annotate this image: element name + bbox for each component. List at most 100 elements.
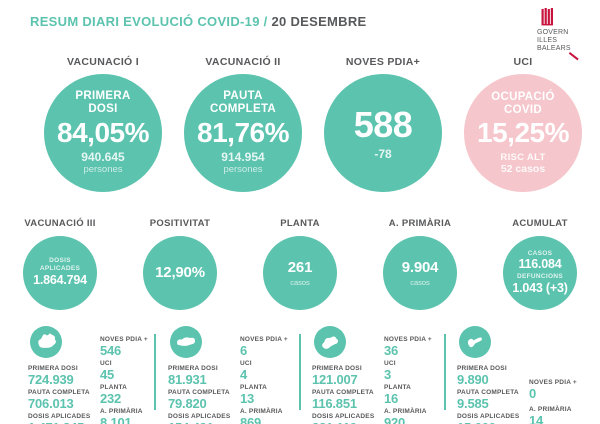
defuncions-value: 1.043 (+3) [512,280,568,295]
kpi-planta: PLANTA 261 casos [240,218,360,310]
kpi-value: 261 [287,258,313,276]
kpi-sub-label: casos [410,278,430,288]
govern-illes-balears-logo: GOVERN ILLES BALEARS [537,8,592,61]
kpi-a-primaria: A. PRIMÀRIA 9.904 casos [360,218,480,310]
stat: PRIMERA DOSI 724.939 [28,365,78,388]
stat: PRIMERA DOSI 81.931 [168,365,218,388]
kpi-acumulat: ACUMULAT CASOS 116.084 DEFUNCIONS 1.043 … [480,218,600,310]
kpi-value: 84,05% [57,116,149,148]
stat: PLANTA 13 [240,384,268,407]
kpi-row-secondary: VACUNACIÓ III DOSIS APLICADES 1.864.794 … [0,218,600,310]
stat: PLANTA 232 [100,384,128,407]
kpi-label: OCUPACIÓ COVID [491,91,555,116]
stat: PAUTA COMPLETA 116.851 [312,389,374,412]
island-section-mallorca: PRIMERA DOSI 724.939 PAUTA COMPLETA 706.01… [28,324,154,424]
kpi-header: POSITIVITAT [149,218,211,229]
stat: NOVES PDIA +6 [240,336,288,359]
kpi-sub-label: persones [223,164,263,176]
stat: PAUTA COMPLETA 706.013 [28,389,90,412]
kpi-value: 9.904 [401,258,439,276]
report-date: 20 DESEMBRE [271,14,367,29]
stat: NOVES PDIA +0 [529,379,577,402]
risc-label: RISC ALT [500,151,546,163]
kpi-header: VACUNACIÓ III [24,218,96,229]
kpi-header: VACUNACIÓ II [205,56,281,68]
kpi-sub-value: 914.954 [221,149,265,164]
kpi-header: UCI [513,56,533,68]
kpi-noves-pdia: NOVES PDIA+ 588 -78 [313,56,453,192]
divider [299,334,301,410]
a-primaria-circle: 9.904 casos [383,236,457,310]
kpi-row-main: VACUNACIÓ I PRIMERA DOSI 84,05% 940.645 … [33,56,593,192]
kpi-vacunacio-2: VACUNACIÓ II PAUTA COMPLETA 81,76% 914.9… [173,56,313,192]
vacunacio-2-circle: PAUTA COMPLETA 81,76% 914.954 persones [184,74,302,192]
island-section-eivissa: PRIMERA DOSI 121.007 PAUTA COMPLETA 116.85… [312,324,440,424]
stat: UCI 4 [240,360,252,383]
kpi-value: 15,25% [477,117,569,149]
kpi-label: PAUTA COMPLETA [209,90,277,115]
kpi-header: PLANTA [280,218,320,229]
uci-casos: 52 casos [500,162,546,175]
kpi-value: 81,76% [197,116,289,148]
casos-value: 116.084 [518,257,562,272]
stat: PAUTA COMPLETA 9.585 [457,389,519,412]
divider [444,334,446,410]
stat: PLANTA 16 [384,384,412,407]
island-section-formentera: PRIMERA DOSI 9.890 PAUTA COMPLETA 9.585 DO… [457,324,590,424]
logo-text: GOVERN ILLES BALEARS [537,29,592,61]
header: RESUM DIARI EVOLUCIÓ COVID-19 / 20 DESEM… [30,14,367,29]
uci-circle: OCUPACIÓ COVID 15,25% RISC ALT 52 casos [464,74,582,192]
kpi-delta: -78 [374,147,392,162]
planta-circle: 261 casos [263,236,337,310]
kpi-header: A. PRIMÀRIA [388,218,452,229]
logo-line-balears: BALEARS [537,45,571,52]
kpi-vacunacio-1: VACUNACIÓ I PRIMERA DOSI 84,05% 940.645 … [33,56,173,192]
logo-line-govern: GOVERN [537,29,569,36]
defuncions-label: DEFUNCIONS [517,273,563,280]
kpi-sub-label: persones [83,164,123,176]
mallorca-icon [30,326,62,358]
stat: A. PRIMÀRIA 869 [240,408,283,424]
kpi-header: ACUMULAT [512,218,568,229]
stat: NOVES PDIA +36 [384,336,432,359]
coat-of-arms-icon [541,8,553,26]
noves-pdia-circle: 588 -78 [324,74,442,192]
kpi-vacunacio-3: VACUNACIÓ III DOSIS APLICADES 1.864.794 [0,218,120,310]
stat: A. PRIMÀRIA 14 [529,406,572,424]
logo-line-illes: ILLES [537,37,558,44]
acumulat-circle: CASOS 116.084 DEFUNCIONS 1.043 (+3) [503,236,577,310]
stat: DOSIS APLICADES15.666 [457,413,520,424]
casos-label: CASOS [527,249,553,257]
kpi-label: DOSIS APLICADES [39,257,81,273]
kpi-value: 1.864.794 [33,272,87,287]
divider [154,334,156,410]
kpi-uci: UCI OCUPACIÓ COVID 15,25% RISC ALT 52 ca… [453,56,593,192]
kpi-header: VACUNACIÓ I [67,56,139,68]
island-section-menorca: PRIMERA DOSI 81.931 PAUTA COMPLETA 79.820 … [168,324,295,424]
stat: DOSIS APLICADES221.119 [312,413,375,424]
kpi-label: PRIMERA DOSI [75,90,131,115]
stat: DOSIS APLICADES154.431 [168,413,231,424]
page-title: RESUM DIARI EVOLUCIÓ COVID-19 / [30,14,268,29]
stat: NOVES PDIA +546 [100,336,148,359]
kpi-value: 588 [353,104,413,146]
vacunacio-1-circle: PRIMERA DOSI 84,05% 940.645 persones [44,74,162,192]
stat: PRIMERA DOSI 121.007 [312,365,362,388]
stat: A. PRIMÀRIA 920 [384,408,427,424]
menorca-icon [170,326,202,358]
stat: UCI 45 [100,360,115,383]
positivitat-circle: 12,90% [143,236,217,310]
stat: PRIMERA DOSI 9.890 [457,365,507,388]
kpi-value: 12,90% [155,263,205,281]
stat: PAUTA COMPLETA 79.820 [168,389,230,412]
stat: A. PRIMÀRIA 8.101 [100,408,143,424]
eivissa-icon [314,326,346,358]
kpi-header: NOVES PDIA+ [345,56,421,68]
formentera-icon [459,326,491,358]
vacunacio-3-circle: DOSIS APLICADES 1.864.794 [23,236,97,310]
kpi-sub-label: casos [290,278,310,288]
stat: UCI 3 [384,360,396,383]
kpi-sub-value: 940.645 [81,149,125,164]
